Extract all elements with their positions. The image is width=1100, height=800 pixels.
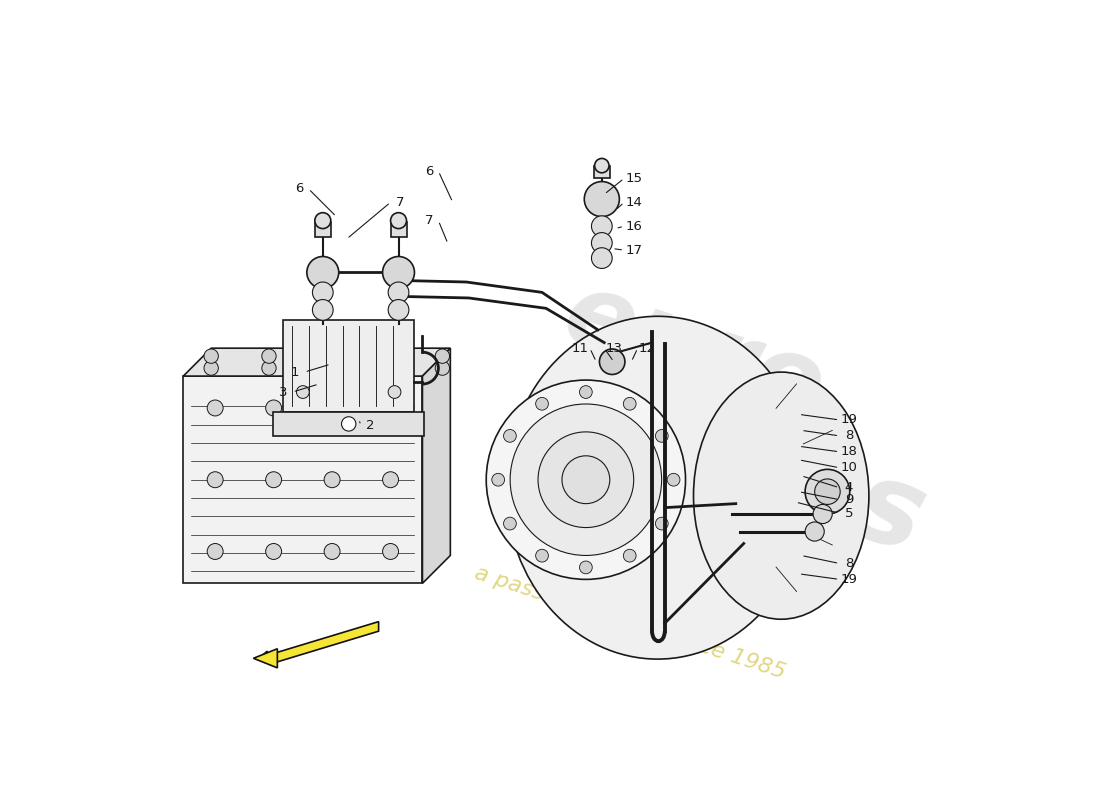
Text: ares: ares	[640, 384, 938, 575]
Circle shape	[584, 182, 619, 217]
Circle shape	[436, 349, 450, 363]
Text: 12: 12	[639, 342, 656, 354]
Text: 7: 7	[396, 196, 405, 209]
Text: a passion for cars since 1985: a passion for cars since 1985	[472, 563, 788, 683]
Ellipse shape	[506, 316, 810, 659]
Circle shape	[436, 361, 450, 375]
Circle shape	[324, 472, 340, 488]
Circle shape	[388, 299, 409, 320]
Circle shape	[815, 479, 840, 505]
Text: 4: 4	[845, 481, 854, 494]
Circle shape	[320, 349, 334, 363]
Circle shape	[536, 398, 549, 410]
Circle shape	[207, 543, 223, 559]
Text: 19: 19	[840, 414, 857, 426]
Text: 10: 10	[840, 462, 857, 474]
Circle shape	[536, 550, 549, 562]
Circle shape	[383, 543, 398, 559]
Circle shape	[204, 349, 219, 363]
Circle shape	[813, 505, 833, 523]
Text: 2: 2	[366, 419, 375, 432]
Circle shape	[307, 257, 339, 288]
Circle shape	[805, 522, 824, 541]
Ellipse shape	[693, 372, 869, 619]
Bar	[274, 412, 424, 436]
Circle shape	[624, 550, 636, 562]
Circle shape	[592, 233, 613, 254]
Circle shape	[562, 456, 609, 504]
Circle shape	[624, 398, 636, 410]
Circle shape	[600, 349, 625, 374]
Circle shape	[266, 472, 282, 488]
Polygon shape	[422, 348, 450, 583]
Circle shape	[504, 517, 516, 530]
Circle shape	[377, 349, 392, 363]
Circle shape	[390, 213, 407, 229]
Circle shape	[315, 213, 331, 229]
Circle shape	[510, 404, 661, 555]
Text: 9: 9	[845, 493, 854, 506]
Text: 5: 5	[845, 506, 854, 520]
Circle shape	[656, 517, 668, 530]
Circle shape	[580, 386, 592, 398]
Text: 8: 8	[845, 430, 854, 442]
Circle shape	[262, 349, 276, 363]
Text: 14: 14	[625, 196, 642, 209]
Text: 7: 7	[425, 214, 433, 227]
Circle shape	[383, 472, 398, 488]
Text: 19: 19	[840, 573, 857, 586]
Circle shape	[324, 400, 340, 416]
Polygon shape	[274, 622, 378, 663]
Circle shape	[668, 474, 680, 486]
Circle shape	[324, 543, 340, 559]
Text: 16: 16	[625, 220, 642, 233]
Circle shape	[266, 400, 282, 416]
Circle shape	[204, 361, 219, 375]
Text: 17: 17	[625, 244, 642, 257]
Circle shape	[312, 282, 333, 302]
Circle shape	[656, 430, 668, 442]
Circle shape	[312, 299, 333, 320]
Circle shape	[504, 430, 516, 442]
Circle shape	[207, 472, 223, 488]
Circle shape	[207, 400, 223, 416]
Text: 6: 6	[295, 182, 304, 195]
Circle shape	[592, 216, 613, 237]
Polygon shape	[253, 649, 277, 668]
Circle shape	[297, 386, 309, 398]
Circle shape	[341, 417, 356, 431]
Text: 13: 13	[605, 342, 623, 354]
Circle shape	[383, 400, 398, 416]
Circle shape	[580, 561, 592, 574]
Circle shape	[388, 386, 400, 398]
Text: 6: 6	[425, 165, 433, 178]
Circle shape	[266, 543, 282, 559]
Bar	[184, 376, 422, 583]
Circle shape	[595, 158, 609, 173]
Circle shape	[388, 282, 409, 302]
Circle shape	[377, 361, 392, 375]
Bar	[594, 166, 609, 178]
Circle shape	[805, 470, 850, 514]
Circle shape	[383, 257, 415, 288]
Circle shape	[320, 361, 334, 375]
Circle shape	[486, 380, 685, 579]
Text: 18: 18	[840, 446, 857, 458]
Circle shape	[592, 248, 613, 269]
Polygon shape	[184, 348, 450, 376]
Bar	[315, 222, 331, 237]
Circle shape	[492, 474, 505, 486]
Text: 15: 15	[625, 172, 642, 185]
Text: euro: euro	[551, 262, 836, 442]
Text: 11: 11	[572, 342, 588, 354]
Text: 3: 3	[278, 386, 287, 398]
Bar	[390, 222, 407, 237]
Circle shape	[538, 432, 634, 527]
Circle shape	[262, 361, 276, 375]
Text: 1: 1	[290, 366, 299, 378]
Bar	[283, 320, 415, 412]
Text: 8: 8	[845, 557, 854, 570]
